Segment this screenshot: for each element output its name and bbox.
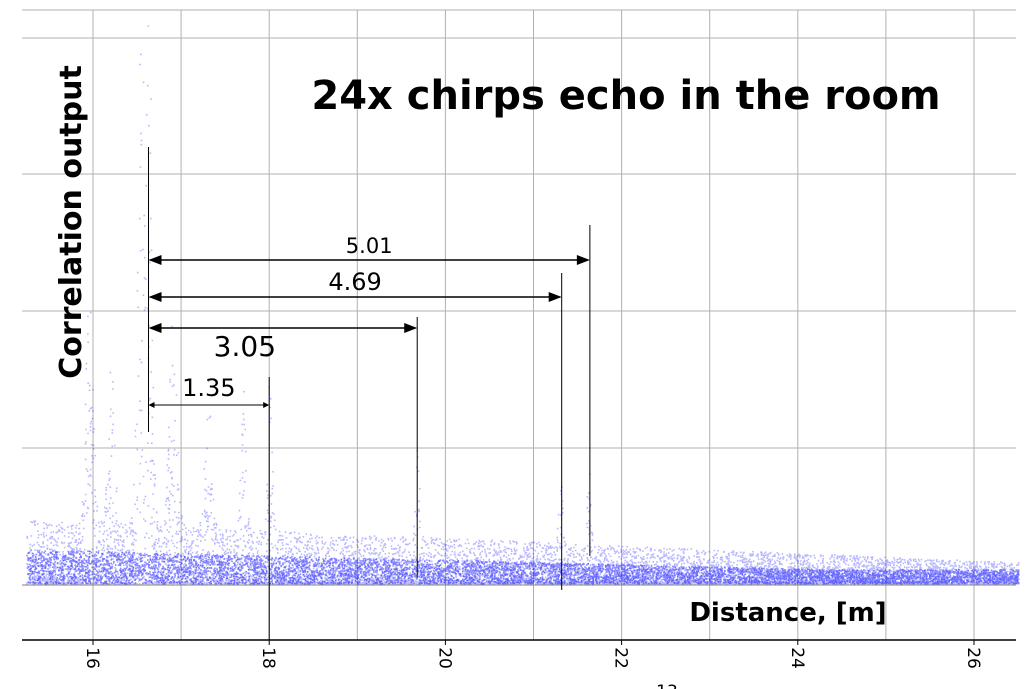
axes <box>22 584 1016 641</box>
scatter-dots-dense <box>26 549 1020 585</box>
x-axis-label: Distance, [m] <box>689 598 886 628</box>
x-tick-label: 24 <box>787 647 807 669</box>
x-offset-label: 13 <box>656 682 678 689</box>
arrowhead-left <box>148 402 155 408</box>
x-tick-label: 26 <box>963 647 983 669</box>
arrowhead-left <box>148 292 162 302</box>
x-tick-label: 20 <box>434 647 454 669</box>
dimension-label: 1.35 <box>182 374 235 402</box>
arrowhead-right <box>263 402 270 408</box>
chart-title: 24x chirps echo in the room <box>311 73 940 119</box>
x-tick-labels: 16 18 20 22 24 26 <box>82 640 983 669</box>
dimension-label: 4.69 <box>328 268 381 296</box>
scatter-points <box>26 25 1020 585</box>
arrowhead-right <box>548 292 562 302</box>
arrowhead-right <box>404 323 418 333</box>
x-tick-label: 22 <box>611 647 631 669</box>
dimension-annotations: 1.35 3.05 4.69 5.01 <box>148 147 591 640</box>
arrowhead-left <box>148 323 162 333</box>
x-tick-label: 16 <box>82 647 102 669</box>
arrowhead-right <box>576 255 590 265</box>
grid <box>22 9 1016 640</box>
arrowhead-left <box>148 255 162 265</box>
dimension-label: 5.01 <box>346 234 393 258</box>
dimension-label: 3.05 <box>214 330 276 363</box>
x-tick-label: 18 <box>258 647 278 669</box>
y-axis-label: Correlation output <box>54 65 89 379</box>
